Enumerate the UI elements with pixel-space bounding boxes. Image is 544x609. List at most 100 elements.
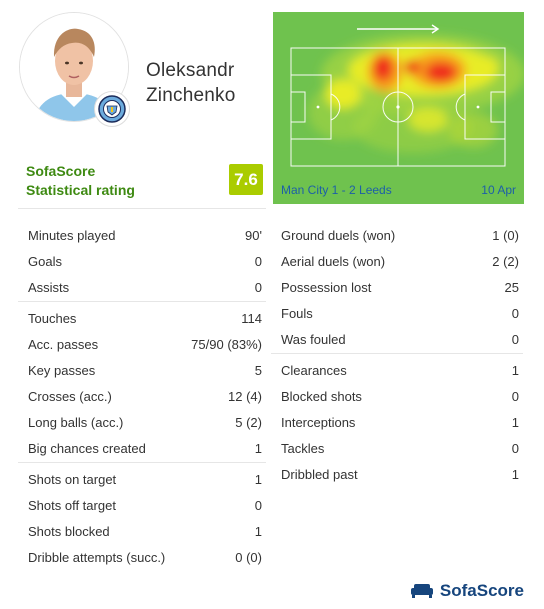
player-avatar [19,12,129,122]
stats-column-left: Minutes played 90' Goals 0 Assists 0 Touches 11… [18,222,266,574]
stat-row: Interceptions 1 [271,409,523,435]
stat-label: Interceptions [281,414,356,430]
stat-value: 12 (4) [228,388,262,404]
stat-row: Long balls (acc.) 5 (2) [18,409,266,435]
stat-label: Dribble attempts (succ.) [28,549,166,565]
stat-label: Touches [28,310,77,326]
rating-label-text: Statistical rating [26,182,135,198]
stat-label: Was fouled [281,331,346,347]
stat-label: Assists [28,279,70,295]
stat-value: 1 [511,414,519,430]
stats-group: Shots on target 1 Shots off target 0 Shots b… [18,466,266,571]
stat-row: Shots off target 0 [18,492,266,518]
rating-label: SofaScore Statistical rating [26,162,135,200]
heatmap-pitch [273,12,524,176]
stat-value: 1 [254,440,262,456]
stat-row: Shots on target 1 [18,466,266,492]
player-last-name: Zinchenko [146,85,236,106]
stat-value: 0 [511,331,519,347]
player-photo [20,13,128,121]
stat-label: Dribbled past [281,466,358,482]
heatmap-match-info: Man City 1 - 2 Leeds 10 Apr [273,176,524,204]
stat-label: Ground duels (won) [281,227,396,243]
match-date: 10 Apr [481,183,516,197]
stat-value: 0 [254,497,262,513]
stat-row: Tackles 0 [271,435,523,461]
pitch-spots [316,105,480,109]
sofa-icon [410,584,433,598]
stat-label: Tackles [281,440,325,456]
attack-direction-arrow-icon [357,24,440,34]
stat-row: Was fouled 0 [271,326,523,352]
club-badge-icon [94,91,130,127]
stat-value: 0 [254,253,262,269]
sofascore-logo[interactable]: SofaScore [410,581,524,601]
stat-row: Goals 0 [18,248,266,274]
stats-group: Ground duels (won) 1 (0) Aerial duels (won… [271,222,523,354]
stat-value: 5 [254,362,262,378]
heatmap-zones [308,34,524,153]
stat-row: Ground duels (won) 1 (0) [271,222,523,248]
stat-row: Assists 0 [18,274,266,300]
stat-label: Long balls (acc.) [28,414,124,430]
stat-label: Shots blocked [28,523,110,539]
stat-value: 2 (2) [492,253,519,269]
stat-label: Blocked shots [281,388,362,404]
footer-brand-text: SofaScore [439,581,524,600]
stat-value: 1 [254,471,262,487]
stat-value: 0 [254,279,262,295]
stats-group: Touches 114 Acc. passes 75/90 (83%) Key pass… [18,305,266,463]
stat-label: Shots off target [28,497,116,513]
stat-value: 1 [511,362,519,378]
stat-label: Possession lost [281,279,372,295]
player-first-name: Oleksandr [146,60,235,81]
stat-row: Fouls 0 [271,300,523,326]
stat-label: Clearances [281,362,347,378]
stat-value: 1 (0) [492,227,519,243]
stat-label: Minutes played [28,227,116,243]
rating-label-brand: SofaScore [26,163,96,179]
stat-value: 114 [241,310,262,326]
stat-label: Aerial duels (won) [281,253,386,269]
stat-row: Clearances 1 [271,357,523,383]
rating-badge: 7.6 [229,164,263,195]
stat-row: Shots blocked 1 [18,518,266,544]
stat-row: Minutes played 90' [18,222,266,248]
heatmap[interactable]: Man City 1 - 2 Leeds 10 Apr [273,12,524,204]
stat-value: 0 [511,388,519,404]
pitch-lines [290,47,506,167]
stat-row: Crosses (acc.) 12 (4) [18,383,266,409]
stat-label: Crosses (acc.) [28,388,112,404]
stat-value: 0 [511,305,519,321]
stat-value: 1 [511,466,519,482]
stat-row: Possession lost 25 [271,274,523,300]
stat-row: Touches 114 [18,305,266,331]
stat-label: Fouls [281,305,313,321]
stat-value: 75/90 (83%) [191,336,262,352]
stat-row: Dribbled past 1 [271,461,523,487]
stats-group: Minutes played 90' Goals 0 Assists 0 [18,222,266,302]
divider [18,208,266,209]
stat-label: Goals [28,253,62,269]
stat-value: 0 (0) [235,549,262,565]
stat-label: Shots on target [28,471,117,487]
stat-value: 0 [511,440,519,456]
player-name: Oleksandr Zinchenko [146,58,235,108]
match-score[interactable]: Man City 1 - 2 Leeds [281,183,392,197]
stat-row: Dribble attempts (succ.) 0 (0) [18,544,266,570]
stats-column-right: Ground duels (won) 1 (0) Aerial duels (won… [271,222,523,491]
stat-label: Acc. passes [28,336,99,352]
stat-row: Key passes 5 [18,357,266,383]
stat-value: 90' [245,227,262,243]
stat-label: Big chances created [28,440,146,456]
stat-label: Key passes [28,362,96,378]
stat-row: Acc. passes 75/90 (83%) [18,331,266,357]
stats-group: Clearances 1 Blocked shots 0 Interceptions 1 T… [271,357,523,488]
stat-row: Aerial duels (won) 2 (2) [271,248,523,274]
stat-value: 1 [254,523,262,539]
stat-row: Blocked shots 0 [271,383,523,409]
stat-value: 5 (2) [235,414,262,430]
stat-value: 25 [504,279,519,295]
stat-row: Big chances created 1 [18,435,266,461]
